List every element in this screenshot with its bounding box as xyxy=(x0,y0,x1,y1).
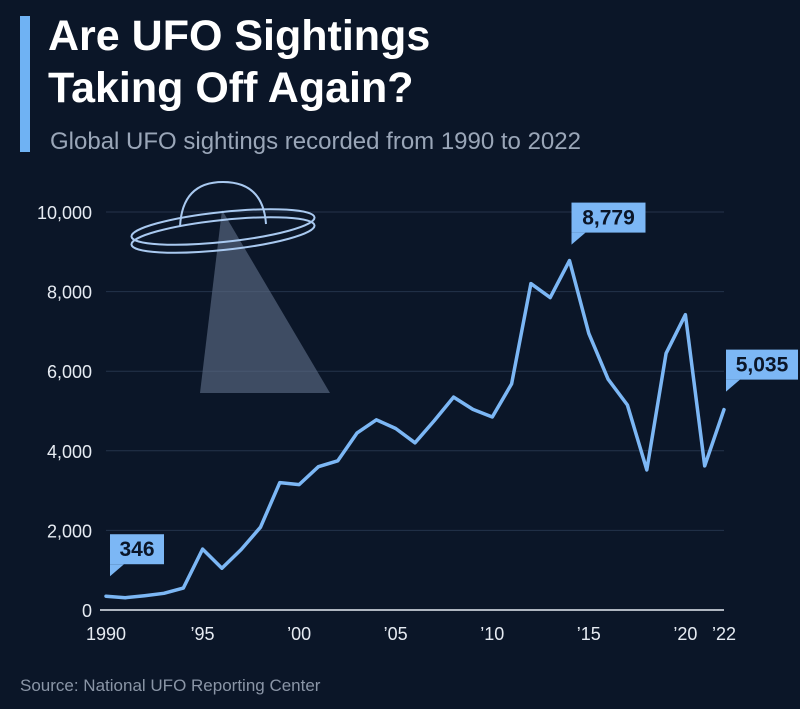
y-axis-ticks: 0 2,000 4,000 6,000 8,000 10,000 xyxy=(37,203,92,621)
source-note: Source: National UFO Reporting Center xyxy=(20,676,321,695)
callout-box xyxy=(110,534,164,565)
x-tick-label: ’22 xyxy=(712,624,736,644)
chart-title-line-2: Taking Off Again? xyxy=(48,64,414,112)
chart-title: Are UFO Sightings Taking Off Again? xyxy=(48,10,768,114)
y-tick-label: 10,000 xyxy=(37,203,92,223)
grid-lines xyxy=(106,211,724,531)
chart-subtitle: Global UFO sightings recorded from 1990 … xyxy=(50,128,581,155)
callout-tail xyxy=(571,232,586,245)
y-tick-label: 0 xyxy=(82,601,92,621)
data-label: 346 xyxy=(119,538,154,561)
x-tick-label: ’20 xyxy=(673,624,697,644)
ufo-saucer-top xyxy=(130,208,316,246)
y-tick-label: 8,000 xyxy=(47,283,92,303)
callout-tail xyxy=(726,379,740,392)
data-callouts: 346 8,779 5,035 xyxy=(110,202,798,577)
x-tick-label: ’05 xyxy=(384,624,408,644)
y-tick-label: 2,000 xyxy=(47,521,92,541)
series-line-ufo-sightings xyxy=(104,258,726,600)
ufo-light-beam xyxy=(200,210,330,393)
ufo-saucer-bottom xyxy=(130,216,316,254)
x-axis-ticks: 1990 ’95 ’00 ’05 ’10 ’15 ’20 ’22 xyxy=(86,624,736,644)
y-tick-label: 4,000 xyxy=(47,442,92,462)
callout-tail xyxy=(110,564,124,577)
data-label: 8,779 xyxy=(582,207,635,230)
callout-346: 346 xyxy=(110,534,164,577)
ufo-icon xyxy=(130,180,330,393)
data-label: 5,035 xyxy=(736,354,789,377)
x-tick-label: ’00 xyxy=(287,624,311,644)
x-tick-label: 1990 xyxy=(86,624,126,644)
title-accent-bar xyxy=(20,16,30,152)
y-tick-label: 6,000 xyxy=(47,362,92,382)
callout-box xyxy=(726,349,798,380)
chart-title-line-1: Are UFO Sightings xyxy=(48,12,431,60)
x-tick-label: ’10 xyxy=(480,624,504,644)
callout-box xyxy=(571,202,646,233)
x-tick-label: ’95 xyxy=(191,624,215,644)
x-tick-label: ’15 xyxy=(577,624,601,644)
callout-5035: 5,035 xyxy=(726,349,798,392)
callout-8779: 8,779 xyxy=(571,202,646,245)
ufo-dome xyxy=(179,180,267,228)
